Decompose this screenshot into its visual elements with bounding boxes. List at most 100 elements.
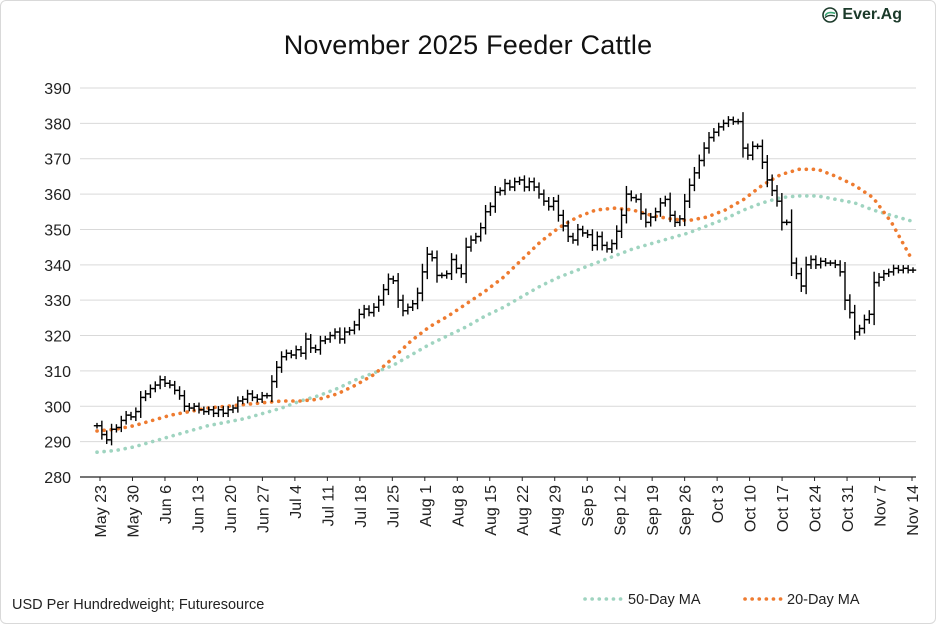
- price-bar: [817, 257, 824, 269]
- price-bar: [836, 260, 844, 277]
- x-tick-label: Nov 7: [873, 485, 890, 527]
- price-bar: [283, 349, 290, 361]
- price-bar: [598, 231, 606, 251]
- price-bar: [424, 246, 431, 280]
- x-tick-label: Jul 11: [320, 485, 337, 527]
- price-bar: [890, 264, 897, 276]
- price-bar: [807, 255, 815, 269]
- x-tick-label: Oct 24: [808, 485, 825, 532]
- x-tick-label: Aug 1: [418, 485, 435, 527]
- price-bar: [156, 375, 164, 390]
- price-bar: [788, 209, 795, 277]
- price-bar: [511, 177, 518, 192]
- price-bar: [132, 407, 140, 422]
- price-bar: [492, 185, 499, 213]
- price-bar: [244, 389, 251, 404]
- price-bar: [628, 190, 635, 202]
- axis-layer: 280 290 300 310 320 330 340 350 360 370 380 390 May …: [44, 81, 922, 537]
- ma20-polyline: [95, 167, 912, 433]
- price-bar: [249, 390, 256, 402]
- price-bar: [317, 335, 324, 355]
- x-tick-label: Sep 19: [645, 485, 662, 536]
- price-bar: [642, 208, 650, 228]
- price-bar: [273, 361, 280, 388]
- y-tick-label: 290: [44, 435, 71, 452]
- price-bar: [142, 390, 149, 402]
- price-bar: [744, 143, 752, 160]
- price-bar: [895, 265, 902, 274]
- price-bar: [875, 273, 883, 287]
- x-tick-label: Jun 13: [190, 485, 207, 533]
- x-tick-label: Jun 6: [158, 485, 175, 524]
- price-bar: [462, 237, 470, 284]
- x-tick-label: Aug 22: [515, 485, 532, 536]
- price-bar: [856, 324, 863, 336]
- x-tick-label: Oct 31: [840, 485, 857, 532]
- price-bar: [477, 222, 484, 242]
- price-bar: [394, 273, 402, 308]
- ma20-line: [95, 167, 912, 433]
- price-bar: [759, 139, 766, 170]
- price-bar: [798, 267, 805, 292]
- price-bar: [360, 304, 368, 319]
- price-bar: [846, 294, 854, 319]
- price-bar: [472, 232, 480, 244]
- price-bar: [579, 225, 586, 237]
- price-bar: [652, 207, 659, 222]
- price-bar: [841, 261, 849, 311]
- logo-text: Ever.Ag: [842, 6, 902, 23]
- price-bar: [152, 381, 159, 393]
- price-bar: [768, 174, 776, 197]
- price-bar: [773, 185, 781, 207]
- price-bar: [501, 178, 509, 196]
- price-bar: [428, 250, 436, 262]
- y-tick-label: 380: [44, 116, 71, 133]
- x-tick-label: Jun 27: [255, 485, 272, 533]
- price-bar: [351, 320, 358, 335]
- price-bar: [239, 395, 246, 405]
- price-bar: [662, 195, 669, 207]
- x-tick-label: Aug 8: [450, 485, 467, 527]
- price-bar: [521, 175, 528, 192]
- x-tick-label: Jun 20: [223, 485, 240, 533]
- price-bar: [904, 265, 912, 274]
- price-bar: [793, 257, 800, 280]
- y-tick-label: 350: [44, 222, 71, 239]
- price-bar: [458, 264, 465, 278]
- price-bar: [414, 287, 421, 310]
- price-bar: [467, 235, 475, 252]
- price-bar: [700, 142, 708, 167]
- price-bar: [516, 176, 523, 185]
- price-bar: [832, 259, 839, 269]
- y-tick-label: 330: [44, 293, 71, 310]
- price-bar: [851, 304, 858, 340]
- price-bar: [530, 177, 538, 192]
- ma50-line: [95, 194, 912, 455]
- price-bar: [589, 229, 596, 251]
- x-tick-label: Sep 26: [678, 485, 695, 536]
- price-bar: [720, 119, 727, 131]
- price-bar: [594, 231, 601, 251]
- price-bar: [482, 204, 489, 235]
- x-tick-label: Oct 3: [710, 485, 727, 523]
- price-bar: [390, 275, 397, 285]
- price-bar: [181, 390, 188, 412]
- price-bar: [900, 265, 907, 274]
- y-tick-label: 300: [44, 399, 71, 416]
- price-bar: [686, 178, 693, 208]
- legend-label-ma20: 20-Day MA: [787, 592, 860, 608]
- price-bar: [603, 241, 611, 253]
- price-bar: [870, 271, 878, 326]
- price-bar: [632, 194, 640, 203]
- price-bar: [710, 128, 718, 142]
- price-bar: [399, 294, 407, 317]
- x-tick-label: Jul 18: [353, 485, 370, 528]
- price-bar: [560, 209, 567, 232]
- price-bar: [657, 197, 664, 217]
- price-bar: [375, 295, 382, 312]
- price-bar: [322, 335, 329, 345]
- price-bar: [880, 269, 888, 281]
- price-bar: [385, 273, 392, 296]
